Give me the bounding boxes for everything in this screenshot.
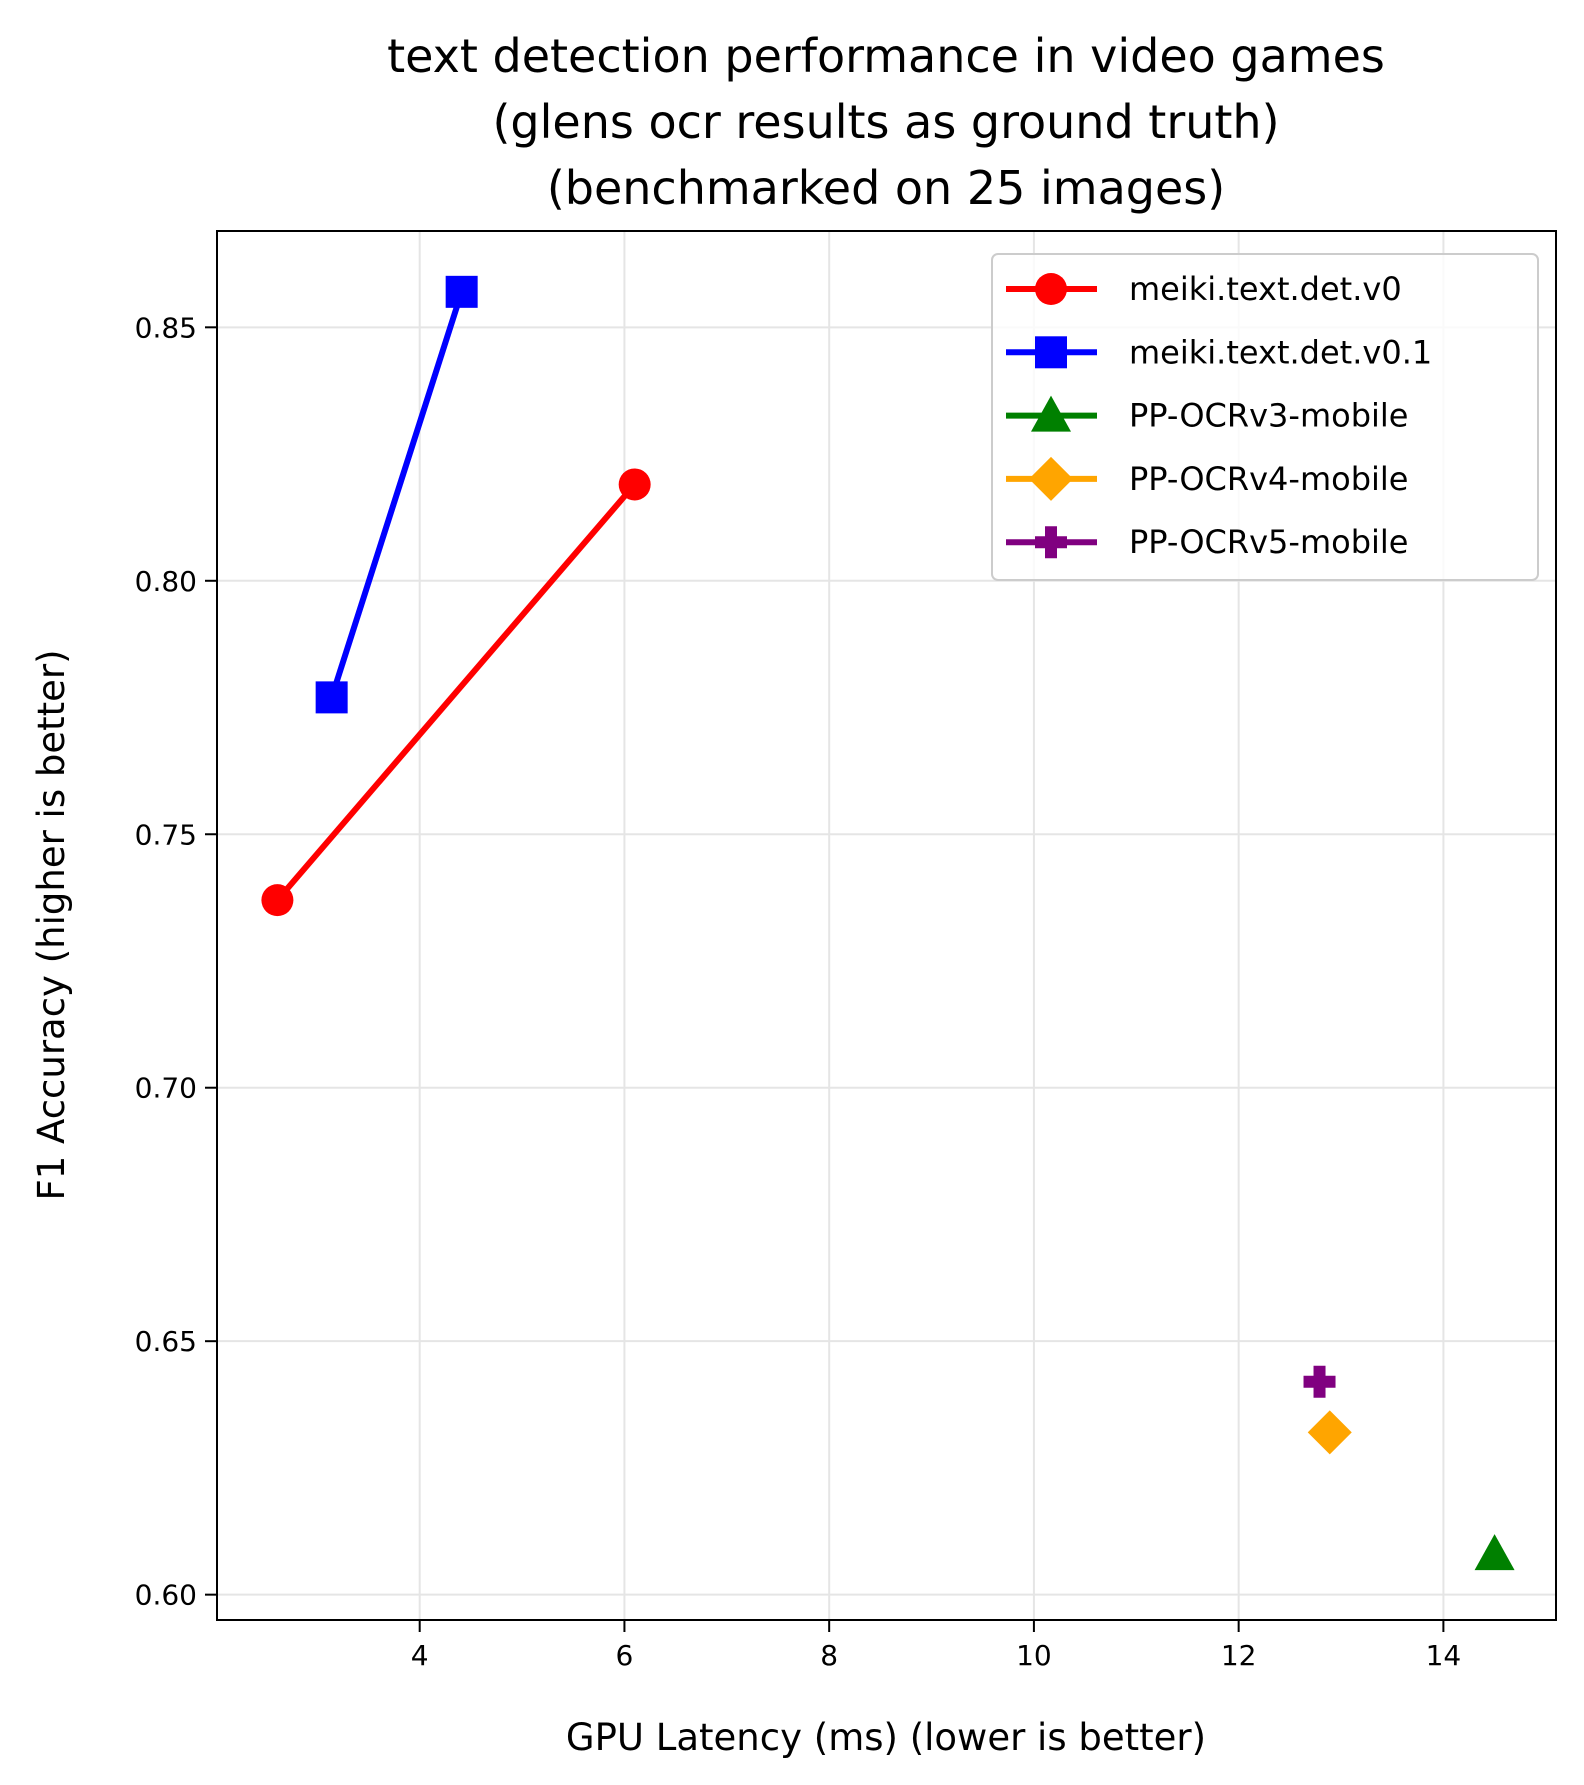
legend-frame (991, 253, 1539, 581)
series-layer (261, 275, 1515, 1571)
legend-label: meiki.text.det.v0 (1129, 270, 1402, 308)
data-point (445, 275, 478, 308)
legend-label: PP-OCRv5-mobile (1129, 523, 1408, 561)
y-axis-label: F1 Accuracy (higher is better) (30, 649, 73, 1200)
series-pp-ocrv5-mobile (1303, 1365, 1336, 1398)
y-tick-label: 0.60 (135, 1579, 197, 1612)
plot-frame (216, 230, 1557, 1621)
legend-marker (1029, 456, 1073, 501)
series-pp-ocrv4-mobile (1307, 1410, 1352, 1455)
y-tick-label: 0.70 (135, 1072, 197, 1105)
x-tick-label: 8 (820, 1639, 838, 1672)
series-meiki-text-det-v0-1 (315, 275, 478, 714)
x-axis-label: GPU Latency (ms) (lower is better) (566, 1716, 1206, 1759)
x-tick-label: 4 (411, 1639, 429, 1672)
series-line (328, 290, 465, 699)
y-tick-label: 0.75 (135, 818, 197, 851)
legend-marker (1031, 395, 1071, 432)
chart-title-line-2: (glens ocr results as ground truth) (492, 95, 1279, 149)
legend-marker (1035, 526, 1067, 559)
data-point (618, 468, 651, 501)
legend-label: meiki.text.det.v0.1 (1129, 333, 1432, 371)
x-tick-label: 10 (1016, 1639, 1052, 1672)
series-meiki-text-det-v0 (261, 468, 651, 917)
legend-label: PP-OCRv3-mobile (1129, 397, 1408, 435)
chart-title-line-3: (benchmarked on 25 images) (547, 161, 1225, 215)
chart-title-line-1: text detection performance in video game… (387, 29, 1385, 83)
data-point (261, 884, 294, 917)
legend: meiki.text.det.v0 meiki.text.det.v0.1 PP-O… (991, 253, 1539, 581)
legend-marker (1035, 336, 1067, 369)
legend-marker (1035, 273, 1067, 305)
data-point (1303, 1365, 1336, 1398)
y-tick-label: 0.85 (135, 311, 197, 344)
y-tick-label: 0.80 (135, 565, 197, 598)
data-point (1474, 1534, 1515, 1571)
data-point (315, 681, 348, 714)
y-tick-label: 0.65 (135, 1325, 197, 1358)
x-tick-label: 6 (616, 1639, 634, 1672)
ticks: 4 6 8 10 12 14 0.60 0.65 0.70 0.75 0.80 0.85 (135, 311, 1462, 1672)
x-tick-label: 14 (1426, 1639, 1462, 1672)
data-point (1307, 1410, 1352, 1455)
series-pp-ocrv3-mobile (1474, 1534, 1515, 1571)
series-line (275, 482, 637, 903)
x-tick-label: 12 (1221, 1639, 1257, 1672)
legend-label: PP-OCRv4-mobile (1129, 460, 1408, 498)
